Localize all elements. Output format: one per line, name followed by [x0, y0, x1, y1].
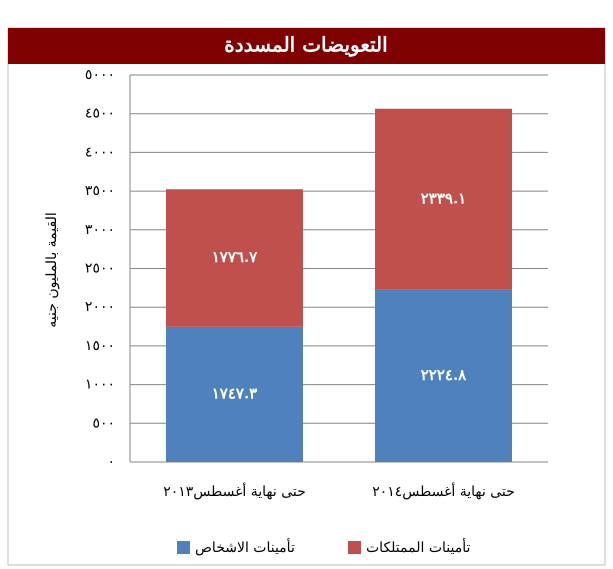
y-tick-label: ٤٠٠٠: [85, 144, 115, 160]
y-tick-label: ٠: [107, 454, 115, 470]
value-label: ٢٣٣٩.١: [421, 189, 467, 207]
y-axis-label: القيمة بالمليون جنيه: [44, 212, 60, 327]
y-tick-label: ٣٠٠٠: [85, 222, 115, 238]
y-tick-label: ٢٥٠٠: [85, 261, 115, 277]
y-tick-label: ١٥٠٠: [85, 338, 115, 354]
legend-swatch: [348, 541, 361, 554]
bar-segment: [375, 108, 512, 290]
bar-segment: [166, 326, 303, 462]
legend-label: تأمينات الاشخاص: [195, 537, 295, 556]
bar-segment: [375, 289, 512, 462]
x-tick-label: حتى نهاية أغسطس٢٠١٤: [372, 481, 515, 500]
legend-swatch: [177, 541, 190, 554]
y-tick-label: ٥٠٠٠: [85, 67, 115, 83]
y-tick-label: ١٠٠٠: [85, 377, 115, 393]
chart-title: التعويضات المسددة: [224, 33, 387, 58]
value-label: ١٧٧٦.٧: [212, 248, 258, 266]
legend-label: تأمينات الممتلكات: [366, 537, 470, 556]
value-label: ٢٢٢٤.٨: [421, 366, 467, 384]
value-label: ١٧٤٧.٣: [212, 384, 258, 402]
title-bar: [8, 28, 605, 64]
y-tick-label: ٤٥٠٠: [85, 106, 115, 122]
y-tick-label: ٣٥٠٠: [85, 183, 115, 199]
x-tick-label: حتى نهاية أغسطس٢٠١٣: [163, 481, 306, 500]
bar-segment: [166, 189, 303, 327]
y-tick-label: ٥٠٠: [92, 415, 115, 431]
y-tick-label: ٢٠٠٠: [85, 299, 115, 315]
